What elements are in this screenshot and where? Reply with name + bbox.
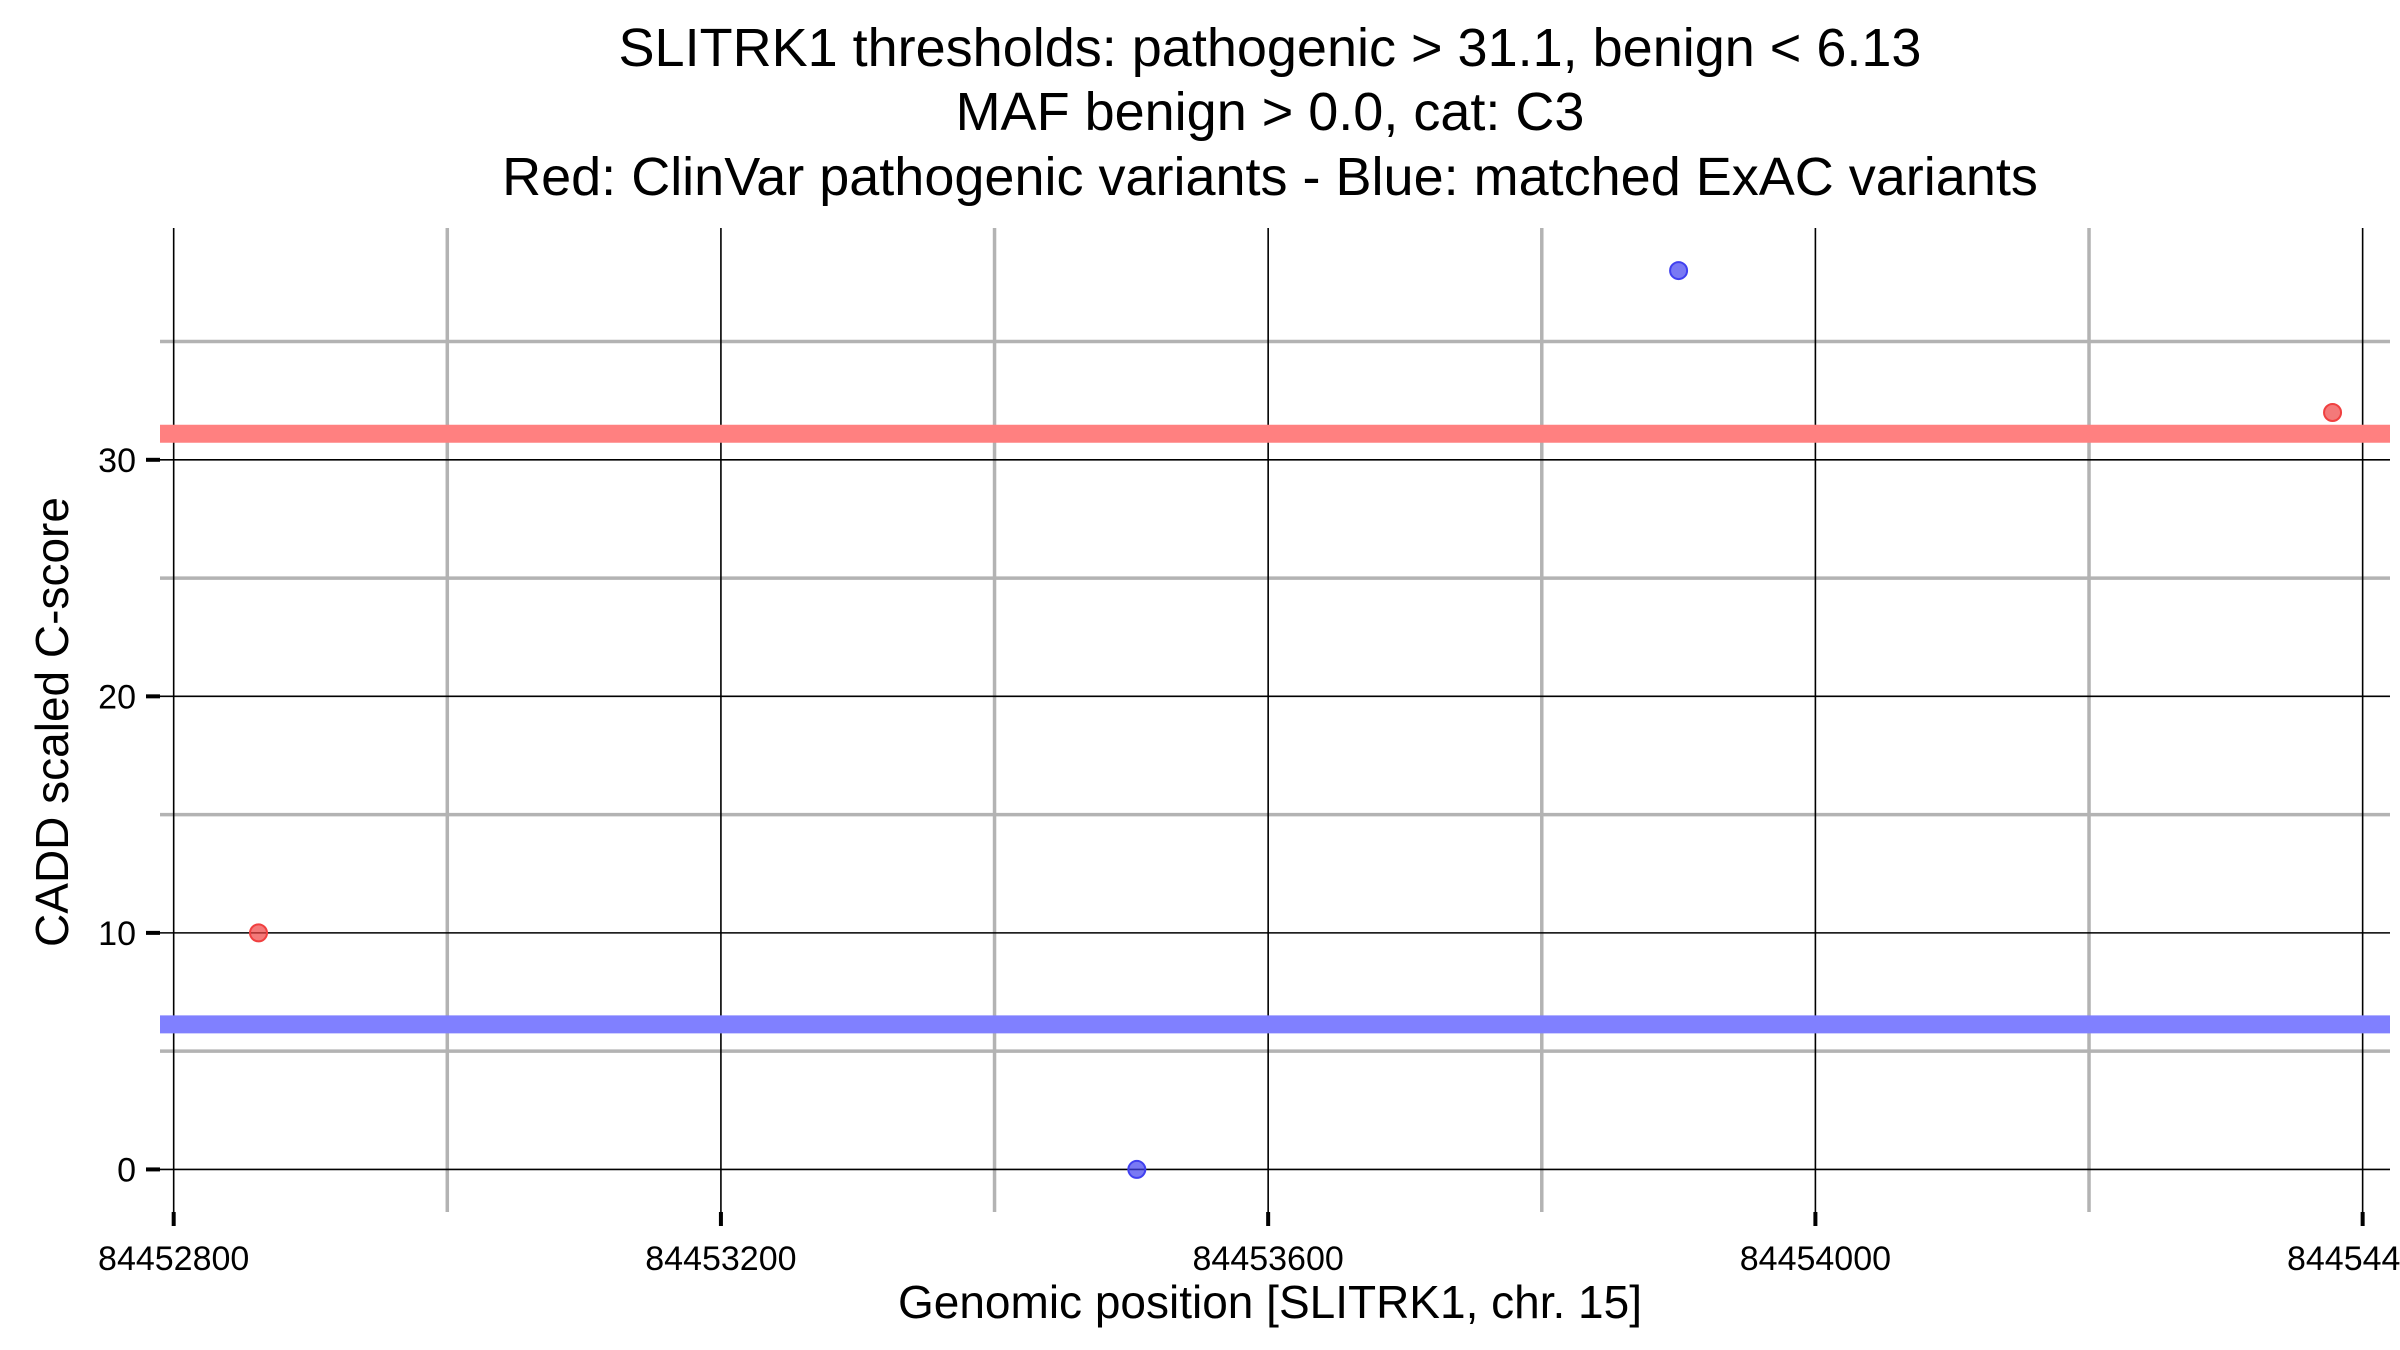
y-tick-label-2: 20 (98, 678, 136, 716)
title-line-2: MAF benign > 0.0, cat: C3 (956, 82, 1585, 142)
y-axis: 0 10 20 30 (98, 442, 160, 1189)
x-tick-label-4: 84454400 (2287, 1240, 2400, 1278)
x-tick-label-0: 84452800 (98, 1240, 249, 1278)
point-exac-1 (1669, 261, 1689, 281)
y-tick-label-3: 30 (98, 442, 136, 480)
point-clinvar-0 (249, 923, 269, 943)
data-points (249, 261, 2343, 1179)
title-line-1: SLITRK1 thresholds: pathogenic > 31.1, b… (619, 18, 1922, 78)
point-clinvar-1 (2323, 403, 2343, 422)
x-tick-label-1: 84453200 (645, 1240, 796, 1278)
x-tick-label-2: 84453600 (1193, 1240, 1344, 1278)
y-tick-label-1: 10 (98, 915, 136, 953)
y-axis-label: CADD scaled C-score (26, 497, 78, 947)
grid-minor (160, 228, 2390, 1212)
threshold-lines (160, 424, 2390, 1034)
title-line-3: Red: ClinVar pathogenic variants - Blue:… (502, 147, 2038, 207)
x-axis-label: Genomic position [SLITRK1, chr. 15] (898, 1276, 1642, 1328)
x-tick-label-3: 84454000 (1740, 1240, 1891, 1278)
point-exac-0 (1127, 1159, 1147, 1179)
chart-title: SLITRK1 thresholds: pathogenic > 31.1, b… (502, 18, 2038, 207)
y-tick-label-0: 0 (117, 1151, 136, 1189)
grid-major (160, 228, 2390, 1212)
x-axis: 84452800 84453200 84453600 84454000 84454400 (98, 1212, 2400, 1278)
